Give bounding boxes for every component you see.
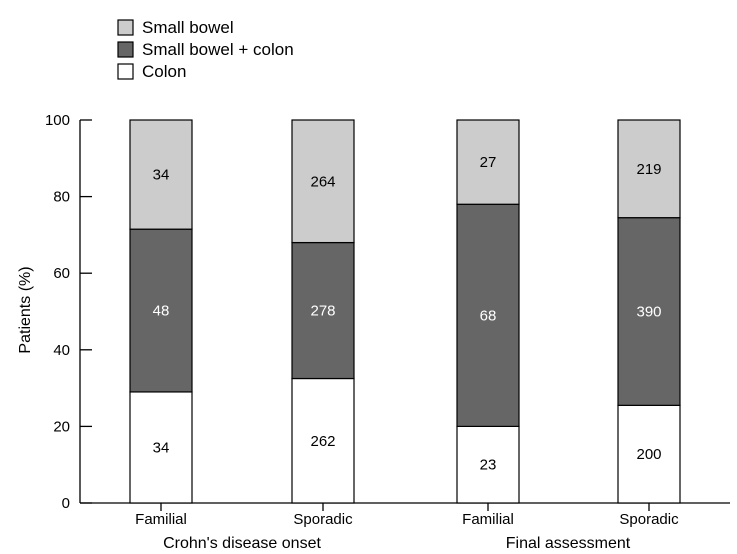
bar-segment-small-bowel-colon bbox=[456, 203, 520, 427]
legend-label: Small bowel bbox=[142, 18, 234, 37]
x-group-label: Crohn's disease onset bbox=[163, 535, 321, 552]
bar-segment-count-label: 390 bbox=[636, 304, 661, 321]
bar-segment-count-label: 34 bbox=[153, 439, 170, 456]
bar-segment-colon bbox=[617, 404, 681, 504]
bar-segment-count-label: 262 bbox=[310, 433, 335, 450]
y-tick-label: 40 bbox=[53, 342, 70, 359]
legend-swatch-colon bbox=[117, 63, 134, 80]
bar-segment-count-label: 219 bbox=[636, 161, 661, 178]
legend-swatch-small-bowel-colon bbox=[117, 41, 134, 58]
bar-segment-colon bbox=[129, 391, 193, 504]
y-tick-label: 0 bbox=[62, 495, 70, 512]
x-category-label: Sporadic bbox=[619, 511, 679, 528]
legend-label: Small bowel + colon bbox=[142, 40, 294, 59]
bar-segment-small-bowel bbox=[456, 119, 520, 205]
bar-segment-count-label: 48 bbox=[153, 303, 170, 320]
bars: 34 48 34 262 278 264 23 68 27 200 390 219 bbox=[129, 119, 681, 504]
y-tick-label: 80 bbox=[53, 189, 70, 206]
y-tick-label: 100 bbox=[45, 112, 70, 129]
bar-segment-count-label: 27 bbox=[480, 154, 497, 171]
bar-segment-small-bowel-colon bbox=[291, 241, 355, 380]
legend-label: Colon bbox=[142, 62, 186, 81]
bar-segment-small-bowel-colon bbox=[617, 217, 681, 406]
bar-segment-colon bbox=[456, 425, 520, 504]
bar-segment-small-bowel bbox=[291, 119, 355, 244]
y-axis: 0 20 40 60 80 100 bbox=[45, 112, 92, 512]
x-category-label: Familial bbox=[462, 511, 514, 528]
bar-segment-small-bowel bbox=[129, 119, 193, 230]
bar-segment-count-label: 264 bbox=[310, 173, 335, 190]
y-axis-title: Patients (%) bbox=[17, 266, 34, 353]
legend-swatch-small-bowel bbox=[117, 19, 134, 36]
x-axis: Familial Sporadic Crohn's disease onset Fam… bbox=[80, 502, 730, 552]
x-category-label: Sporadic bbox=[293, 511, 353, 528]
x-category-label: Familial bbox=[135, 511, 187, 528]
bar-segment-count-label: 278 bbox=[310, 303, 335, 320]
bar-segment-small-bowel bbox=[617, 119, 681, 219]
legend: Small bowel Small bowel + colon Colon bbox=[117, 18, 294, 81]
bar-segment-count-label: 34 bbox=[153, 167, 170, 184]
bar-segment-count-label: 200 bbox=[636, 446, 661, 463]
x-group-label: Final assessment bbox=[506, 535, 631, 552]
y-tick-label: 60 bbox=[53, 265, 70, 282]
bar-segment-count-label: 23 bbox=[480, 457, 497, 474]
bar-segment-count-label: 68 bbox=[480, 307, 497, 324]
y-tick-label: 20 bbox=[53, 418, 70, 435]
